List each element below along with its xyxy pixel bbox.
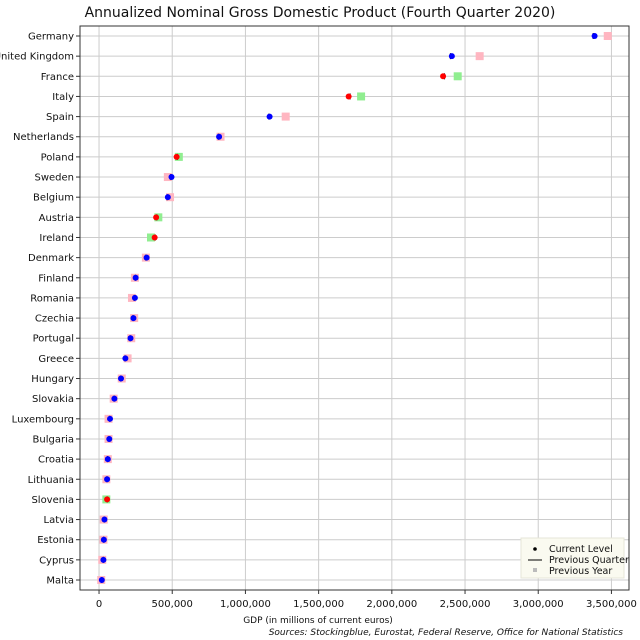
y-tick-label-belgium: Belgium xyxy=(33,193,74,204)
plot-frame xyxy=(79,25,630,591)
current-level-point-denmark xyxy=(143,254,150,261)
y-tick-label-czechia: Czechia xyxy=(35,314,74,325)
current-level-point-united-kingdom xyxy=(448,53,455,60)
y-tick-label-slovakia: Slovakia xyxy=(32,394,74,405)
previous-year-mark-italy xyxy=(357,92,366,101)
previous-year-mark-sweden xyxy=(163,173,172,182)
previous-year-mark-ireland xyxy=(147,233,156,242)
y-tick-label-latvia: Latvia xyxy=(44,515,74,526)
current-level-point-sweden xyxy=(168,174,175,181)
x-tick-label: 2,500,000 xyxy=(440,599,491,610)
y-tick-label-ireland: Ireland xyxy=(39,233,74,244)
x-tick-label: 3,500,000 xyxy=(586,599,637,610)
y-tick-label-italy: Italy xyxy=(52,92,74,103)
legend-previous-quarter: Previous Quarter xyxy=(549,555,629,566)
y-tick-label-hungary: Hungary xyxy=(31,374,74,385)
x-tick-label: 1,000,000 xyxy=(220,599,271,610)
chart-title: Annualized Nominal Gross Domestic Produc… xyxy=(85,5,556,21)
previous-year-mark-spain xyxy=(281,112,290,121)
legend: Current Level Previous Quarter Previous … xyxy=(520,537,629,579)
legend-box xyxy=(520,537,625,579)
current-level-point-belgium xyxy=(164,194,171,201)
current-level-point-bulgaria xyxy=(106,435,113,442)
y-tick-label-greece: Greece xyxy=(38,354,74,365)
data-marks xyxy=(97,32,612,584)
y-tick-label-france: France xyxy=(41,72,74,83)
previous-year-mark-france xyxy=(453,72,462,81)
current-level-point-netherlands xyxy=(216,133,223,140)
previous-year-mark-united-kingdom xyxy=(475,52,484,61)
current-level-point-ireland xyxy=(151,234,158,241)
y-tick-label-netherlands: Netherlands xyxy=(13,132,74,143)
current-level-point-italy xyxy=(345,93,352,100)
y-tick-label-cyprus: Cyprus xyxy=(39,555,74,566)
current-level-point-portugal xyxy=(127,335,134,342)
y-tick-label-poland: Poland xyxy=(41,152,74,163)
source-note: Sources: Stockingblue, Eurostat, Federal… xyxy=(269,628,624,638)
y-tick-label-denmark: Denmark xyxy=(28,253,74,264)
current-level-point-hungary xyxy=(117,375,124,382)
y-tick-label-germany: Germany xyxy=(28,32,74,43)
y-tick-label-slovenia: Slovenia xyxy=(31,495,74,506)
x-tick-label: 3,000,000 xyxy=(513,599,564,610)
current-level-point-malta xyxy=(98,577,105,583)
y-axis-tick-labels: Germany United Kingdom France Italy Spain Net… xyxy=(0,32,74,587)
legend-previous-year: Previous Year xyxy=(549,566,612,577)
current-level-point-austria xyxy=(153,214,160,221)
y-tick-label-bulgaria: Bulgaria xyxy=(33,434,74,445)
y-tick-label-estonia: Estonia xyxy=(37,535,74,546)
legend-previous-year-marker xyxy=(533,568,537,572)
y-tick-label-luxembourg: Luxembourg xyxy=(12,414,74,425)
current-level-point-luxembourg xyxy=(107,415,114,422)
current-level-point-cyprus xyxy=(100,556,107,563)
current-level-point-france xyxy=(440,73,447,80)
legend-current-level-marker xyxy=(533,547,537,551)
grid xyxy=(76,26,629,594)
x-tick-label: 500,000 xyxy=(152,599,193,610)
current-level-point-latvia xyxy=(101,516,108,523)
y-tick-label-malta: Malta xyxy=(46,576,74,587)
current-level-point-romania xyxy=(131,294,138,301)
y-tick-label-finland: Finland xyxy=(38,273,74,284)
current-level-point-slovakia xyxy=(111,395,118,402)
current-level-point-finland xyxy=(132,274,139,281)
y-tick-label-united-kingdom: United Kingdom xyxy=(0,52,74,63)
current-level-point-germany xyxy=(591,33,598,39)
legend-current-level: Current Level xyxy=(549,544,613,555)
y-tick-label-austria: Austria xyxy=(39,213,74,224)
current-level-point-czechia xyxy=(130,315,137,322)
y-tick-label-romania: Romania xyxy=(30,293,74,304)
x-tick-label: 1,500,000 xyxy=(293,599,344,610)
current-level-point-poland xyxy=(173,153,180,160)
x-axis-tick-labels: 0 500,000 1,000,000 1,500,000 2,000,000 2,500… xyxy=(96,599,637,610)
y-tick-label-sweden: Sweden xyxy=(34,173,74,184)
y-tick-label-portugal: Portugal xyxy=(33,334,74,345)
current-level-point-slovenia xyxy=(104,496,111,503)
x-axis-label: GDP (in millions of current euros) xyxy=(243,616,393,626)
current-level-point-croatia xyxy=(104,456,111,463)
current-level-point-greece xyxy=(122,355,129,362)
y-tick-label-croatia: Croatia xyxy=(38,455,74,466)
current-level-point-spain xyxy=(266,113,273,120)
x-tick-label: 0 xyxy=(96,599,102,610)
current-level-point-estonia xyxy=(100,536,107,543)
current-level-point-lithuania xyxy=(104,476,111,483)
y-tick-label-lithuania: Lithuania xyxy=(28,475,74,486)
previous-year-mark-germany xyxy=(603,32,612,40)
x-tick-label: 2,000,000 xyxy=(366,599,417,610)
y-tick-label-spain: Spain xyxy=(46,112,74,123)
